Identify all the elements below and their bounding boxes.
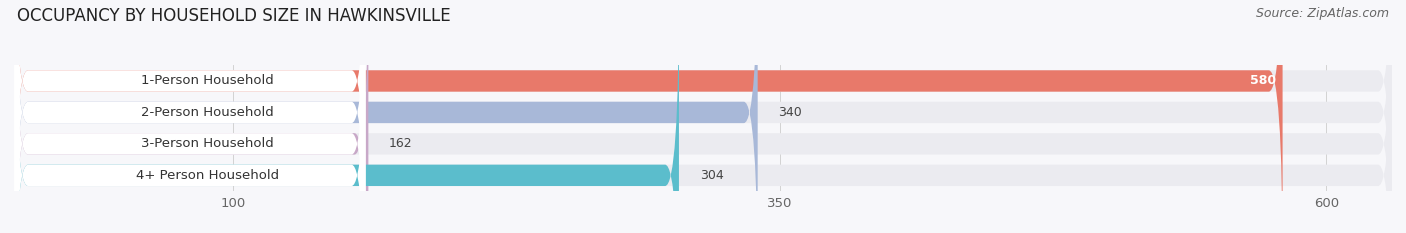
Text: 580: 580 — [1250, 75, 1275, 87]
Text: 4+ Person Household: 4+ Person Household — [136, 169, 278, 182]
FancyBboxPatch shape — [14, 0, 368, 233]
FancyBboxPatch shape — [14, 0, 1392, 233]
FancyBboxPatch shape — [14, 0, 366, 233]
FancyBboxPatch shape — [14, 0, 366, 233]
FancyBboxPatch shape — [14, 0, 366, 233]
Text: 340: 340 — [779, 106, 801, 119]
FancyBboxPatch shape — [14, 0, 758, 233]
FancyBboxPatch shape — [14, 0, 1392, 233]
FancyBboxPatch shape — [14, 0, 366, 233]
Text: 304: 304 — [700, 169, 723, 182]
Text: OCCUPANCY BY HOUSEHOLD SIZE IN HAWKINSVILLE: OCCUPANCY BY HOUSEHOLD SIZE IN HAWKINSVI… — [17, 7, 450, 25]
Text: 162: 162 — [389, 137, 413, 150]
Text: 1-Person Household: 1-Person Household — [141, 75, 274, 87]
Text: 2-Person Household: 2-Person Household — [141, 106, 274, 119]
FancyBboxPatch shape — [14, 0, 679, 233]
FancyBboxPatch shape — [14, 0, 1392, 233]
FancyBboxPatch shape — [14, 0, 1282, 233]
Text: 3-Person Household: 3-Person Household — [141, 137, 274, 150]
Text: Source: ZipAtlas.com: Source: ZipAtlas.com — [1256, 7, 1389, 20]
FancyBboxPatch shape — [14, 0, 1392, 233]
